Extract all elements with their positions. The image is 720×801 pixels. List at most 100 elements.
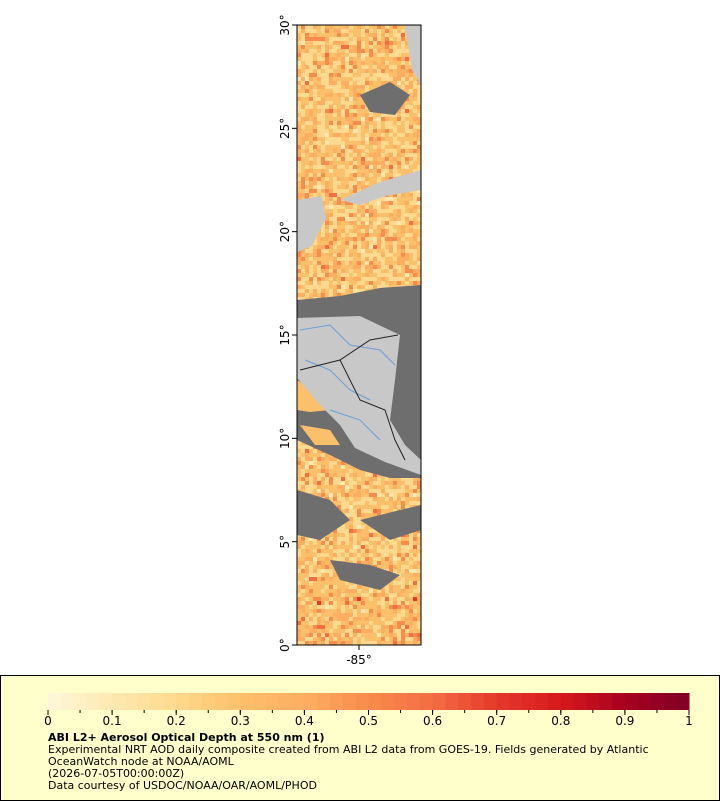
aod-pixel	[353, 173, 357, 177]
aod-pixel	[413, 629, 417, 633]
aod-pixel	[413, 617, 417, 621]
aod-pixel	[309, 177, 313, 181]
aod-pixel	[405, 249, 409, 253]
aod-pixel	[325, 177, 329, 181]
aod-pixel	[377, 229, 381, 233]
aod-pixel	[401, 505, 405, 509]
aod-pixel	[401, 77, 405, 81]
aod-pixel	[349, 585, 353, 589]
aod-pixel	[369, 61, 373, 65]
aod-pixel	[397, 157, 401, 161]
aod-pixel	[397, 165, 401, 169]
aod-pixel	[337, 545, 341, 549]
aod-pixel	[401, 553, 405, 557]
aod-pixel	[385, 633, 389, 637]
aod-pixel	[413, 637, 417, 641]
aod-pixel	[309, 581, 313, 585]
aod-pixel	[313, 105, 317, 109]
aod-pixel	[329, 621, 333, 625]
aod-pixel	[349, 273, 353, 277]
colorbar-cell	[394, 693, 408, 710]
aod-pixel	[393, 133, 397, 137]
aod-pixel	[377, 253, 381, 257]
aod-pixel	[329, 533, 333, 537]
aod-pixel	[369, 253, 373, 257]
aod-pixel	[297, 153, 301, 157]
aod-pixel	[369, 473, 373, 477]
aod-pixel	[389, 77, 393, 81]
aod-pixel	[373, 597, 377, 601]
aod-pixel	[405, 617, 409, 621]
aod-pixel	[373, 505, 377, 509]
aod-pixel	[325, 641, 329, 645]
aod-pixel	[353, 521, 357, 525]
aod-pixel	[297, 193, 301, 197]
aod-pixel	[409, 241, 413, 245]
aod-pixel	[369, 529, 373, 533]
aod-pixel	[373, 65, 377, 69]
aod-pixel	[377, 597, 381, 601]
aod-pixel	[393, 173, 397, 177]
aod-pixel	[345, 265, 349, 269]
aod-pixel	[361, 225, 365, 229]
aod-pixel	[337, 585, 341, 589]
aod-pixel	[329, 73, 333, 77]
aod-pixel	[381, 169, 385, 173]
aod-pixel	[385, 161, 389, 165]
aod-pixel	[365, 137, 369, 141]
aod-pixel	[353, 213, 357, 217]
aod-pixel	[317, 617, 321, 621]
aod-pixel	[313, 457, 317, 461]
aod-pixel	[341, 501, 345, 505]
aod-pixel	[369, 597, 373, 601]
aod-pixel	[417, 621, 421, 625]
aod-pixel	[393, 125, 397, 129]
aod-pixel	[297, 557, 301, 561]
aod-pixel	[337, 637, 341, 641]
aod-pixel	[401, 129, 405, 133]
aod-pixel	[365, 49, 369, 53]
aod-pixel	[385, 241, 389, 245]
aod-pixel	[329, 569, 333, 573]
aod-pixel	[401, 69, 405, 73]
aod-pixel	[337, 177, 341, 181]
aod-pixel	[401, 193, 405, 197]
aod-pixel	[333, 173, 337, 177]
aod-pixel	[329, 105, 333, 109]
aod-pixel	[317, 261, 321, 265]
aod-pixel	[301, 117, 305, 121]
aod-pixel	[345, 609, 349, 613]
aod-pixel	[377, 69, 381, 73]
aod-pixel	[409, 485, 413, 489]
aod-pixel	[309, 61, 313, 65]
aod-pixel	[349, 469, 353, 473]
aod-pixel	[325, 497, 329, 501]
aod-pixel	[413, 145, 417, 149]
aod-pixel	[333, 465, 337, 469]
aod-pixel	[389, 153, 393, 157]
aod-pixel	[401, 497, 405, 501]
aod-pixel	[385, 49, 389, 53]
y-tick-label: 20°	[278, 221, 292, 242]
aod-pixel	[321, 285, 325, 289]
aod-pixel	[365, 201, 369, 205]
aod-pixel	[365, 277, 369, 281]
aod-pixel	[309, 185, 313, 189]
aod-pixel	[325, 133, 329, 137]
aod-pixel	[301, 277, 305, 281]
aod-pixel	[345, 505, 349, 509]
aod-pixel	[401, 481, 405, 485]
aod-pixel	[377, 53, 381, 57]
aod-pixel	[321, 493, 325, 497]
aod-pixel	[361, 289, 365, 293]
aod-pixel	[389, 489, 393, 493]
aod-pixel	[357, 269, 361, 273]
aod-pixel	[309, 249, 313, 253]
aod-pixel	[373, 637, 377, 641]
aod-pixel	[297, 485, 301, 489]
aod-pixel	[301, 77, 305, 81]
aod-pixel	[325, 257, 329, 261]
aod-pixel	[341, 253, 345, 257]
aod-pixel	[309, 105, 313, 109]
